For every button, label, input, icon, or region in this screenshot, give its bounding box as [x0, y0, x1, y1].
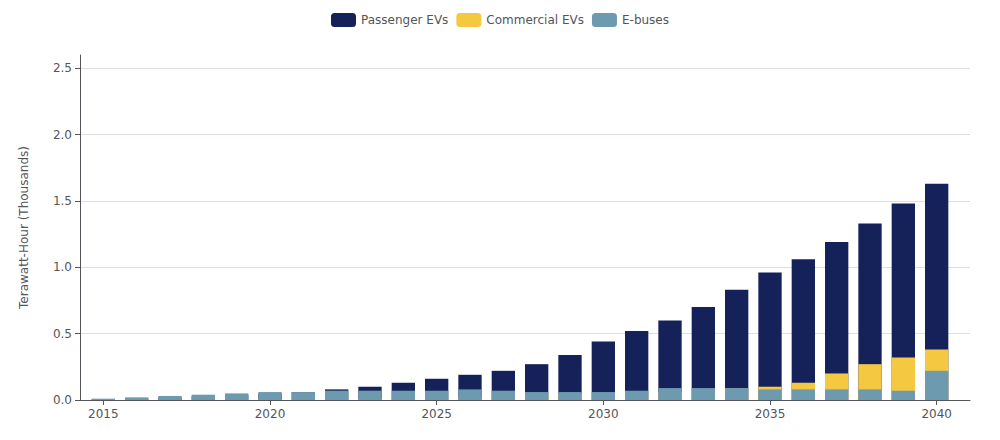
svg-text:2015: 2015: [88, 407, 119, 421]
svg-text:2.5: 2.5: [53, 61, 72, 75]
svg-text:Terawatt-Hour (Thousands): Terawatt-Hour (Thousands): [17, 146, 31, 310]
svg-text:2025: 2025: [421, 407, 452, 421]
svg-text:1.5: 1.5: [53, 194, 72, 208]
svg-text:2030: 2030: [588, 407, 619, 421]
svg-text:2020: 2020: [255, 407, 286, 421]
svg-text:0.0: 0.0: [53, 393, 72, 407]
svg-text:2040: 2040: [921, 407, 952, 421]
svg-text:Commercial EVs: Commercial EVs: [486, 13, 584, 27]
svg-text:Passenger EVs: Passenger EVs: [361, 13, 448, 27]
svg-text:2.0: 2.0: [53, 128, 72, 142]
svg-text:2035: 2035: [755, 407, 786, 421]
svg-text:0.5: 0.5: [53, 327, 72, 341]
svg-text:1.0: 1.0: [53, 260, 72, 274]
svg-text:E-buses: E-buses: [622, 13, 669, 27]
